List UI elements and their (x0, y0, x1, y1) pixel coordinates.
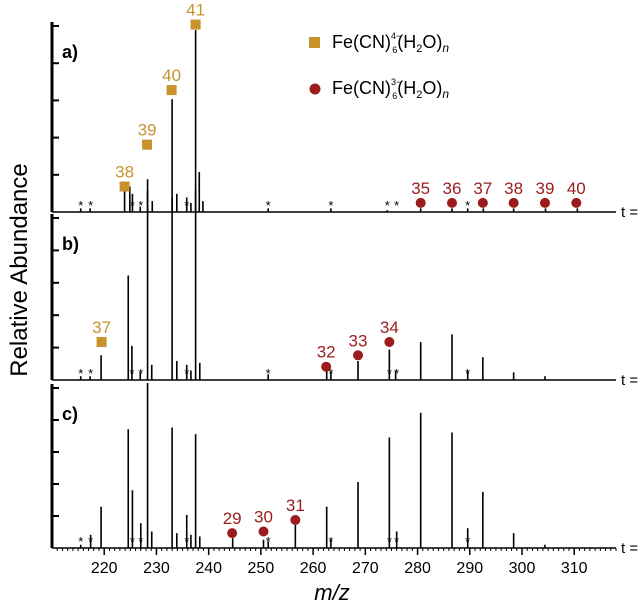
impurity-star-marker: * (138, 198, 143, 213)
circle-marker-label: 31 (286, 496, 305, 515)
impurity-star-marker: * (465, 366, 470, 381)
impurity-star-marker: * (88, 198, 93, 213)
circle-marker (508, 197, 519, 208)
circle-marker-label: 40 (567, 179, 586, 198)
impurity-star-marker: * (328, 198, 333, 213)
y-axis-label: Relative Abundance (6, 163, 33, 377)
circle-marker (290, 514, 301, 525)
time-label: t = 0.25 s (621, 204, 642, 221)
impurity-star-marker: * (129, 366, 134, 381)
time-label: t = 1.00 s (621, 540, 642, 557)
impurity-star-marker: * (138, 534, 143, 549)
impurity-star-marker: * (387, 534, 392, 549)
legend-square-marker (309, 37, 320, 48)
square-marker-label: 37 (92, 318, 111, 337)
circle-marker-label: 37 (473, 179, 492, 198)
circle-marker (384, 337, 395, 347)
square-marker (190, 19, 201, 30)
impurity-star-marker: * (394, 198, 399, 213)
impurity-star-marker: * (184, 534, 189, 549)
circle-marker (227, 528, 238, 539)
time-label: t = 0.55 s (621, 372, 642, 389)
legend-entry-label: Fe(CN)3− 6(H2O)n (332, 77, 449, 101)
impurity-star-marker: * (328, 366, 333, 381)
x-tick-label: 240 (195, 560, 222, 577)
x-tick-label: 230 (143, 560, 170, 577)
circle-marker-label: 35 (411, 179, 430, 198)
circle-marker (571, 197, 582, 208)
impurity-star-marker: * (78, 198, 83, 213)
impurity-star-marker: * (266, 534, 271, 549)
x-tick-label: 250 (248, 560, 275, 577)
impurity-star-marker: * (130, 534, 135, 549)
circle-marker (258, 526, 269, 537)
impurity-star-marker: * (78, 366, 83, 381)
impurity-star-marker: * (328, 534, 333, 549)
square-marker-label: 38 (115, 163, 134, 182)
circle-marker-label: 34 (380, 318, 399, 337)
square-marker (166, 85, 177, 96)
circle-marker-label: 39 (536, 179, 555, 198)
impurity-star-marker: * (394, 366, 399, 381)
impurity-star-marker: * (465, 534, 470, 549)
impurity-star-marker: * (184, 366, 189, 381)
x-tick-label: 280 (404, 560, 431, 577)
panel-label: c) (62, 404, 78, 424)
circle-marker-label: 29 (223, 509, 242, 528)
impurity-star-marker: * (266, 198, 271, 213)
circle-marker-label: 36 (443, 179, 462, 198)
x-tick-label: 310 (561, 560, 588, 577)
square-marker (96, 337, 107, 347)
impurity-star-marker: * (394, 534, 399, 549)
legend-entry-label: Fe(CN)4− 6(H2O)n (332, 31, 449, 55)
square-marker (119, 181, 130, 192)
panel-label: b) (62, 234, 79, 254)
impurity-star-marker: * (78, 534, 83, 549)
circle-marker (415, 197, 426, 208)
impurity-star-marker: * (130, 198, 135, 213)
circle-marker-label: 32 (317, 343, 336, 362)
impurity-star-marker: * (465, 198, 470, 213)
circle-marker-label: 30 (254, 508, 273, 527)
impurity-star-marker: * (138, 366, 143, 381)
legend: Fe(CN)4− 6(H2O)n Fe(CN)3− 6(H2O)n (309, 31, 449, 101)
circle-marker (321, 361, 332, 372)
x-axis: 220 230 240 250 260 270 280 290 300 310 (56, 548, 617, 577)
x-tick-label: 270 (352, 560, 379, 577)
x-axis-label: m/z (314, 580, 349, 605)
circle-marker (477, 197, 488, 208)
circle-marker-label: 33 (349, 331, 368, 350)
circle-marker (539, 197, 550, 208)
x-tick-label: 220 (91, 560, 118, 577)
circle-marker (353, 350, 364, 361)
square-marker-label: 40 (162, 66, 181, 85)
x-tick-label: 290 (456, 560, 483, 577)
circle-marker (447, 197, 458, 208)
impurity-star-marker: * (88, 534, 93, 549)
impurity-star-marker: * (88, 366, 93, 381)
square-marker-label: 39 (138, 121, 157, 140)
square-marker-label: 41 (186, 1, 205, 20)
impurity-star-marker: * (385, 198, 390, 213)
impurity-star-marker: * (387, 366, 392, 381)
impurity-star-marker: * (266, 366, 271, 381)
legend-circle-marker (309, 83, 321, 95)
panel-label: a) (62, 42, 78, 62)
circle-marker-label: 38 (504, 179, 523, 198)
x-tick-label: 260 (300, 560, 327, 577)
x-tick-label: 300 (509, 560, 536, 577)
square-marker (142, 139, 153, 150)
impurity-star-marker: * (184, 198, 189, 213)
